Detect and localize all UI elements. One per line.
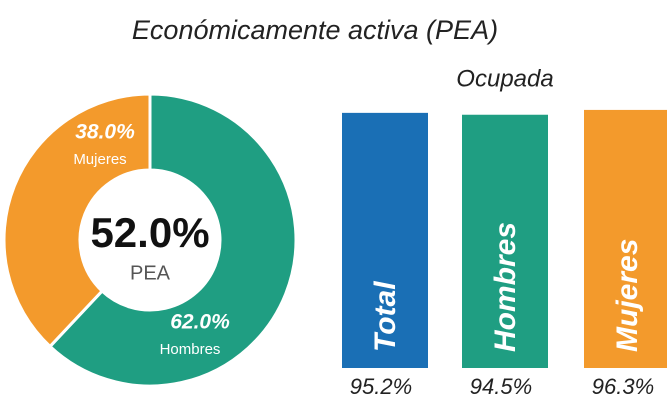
bar-value-label: 95.2% (350, 374, 412, 399)
bar-value-label: 94.5% (470, 374, 532, 399)
bar-value-label: 96.3% (592, 374, 654, 399)
main-title: Económicamente activa (PEA) (132, 15, 498, 45)
bar-category-label: Mujeres (611, 239, 644, 352)
slice-category-label: Mujeres (73, 151, 126, 168)
bar (342, 112, 428, 368)
donut-slice (2, 92, 152, 349)
bar-category-label: Total (369, 281, 402, 352)
slice-category-label: Hombres (160, 341, 221, 358)
bar-category-label: Hombres (489, 222, 522, 352)
bar (462, 114, 548, 369)
slice-value-label: 62.0% (170, 311, 230, 334)
center-value: 52.0% (90, 209, 209, 256)
bar-title: Ocupada (456, 65, 553, 92)
slice-value-label: 38.0% (75, 121, 135, 144)
bar (584, 109, 667, 368)
donut-slice (47, 92, 298, 388)
center-text: PEA (130, 262, 171, 284)
